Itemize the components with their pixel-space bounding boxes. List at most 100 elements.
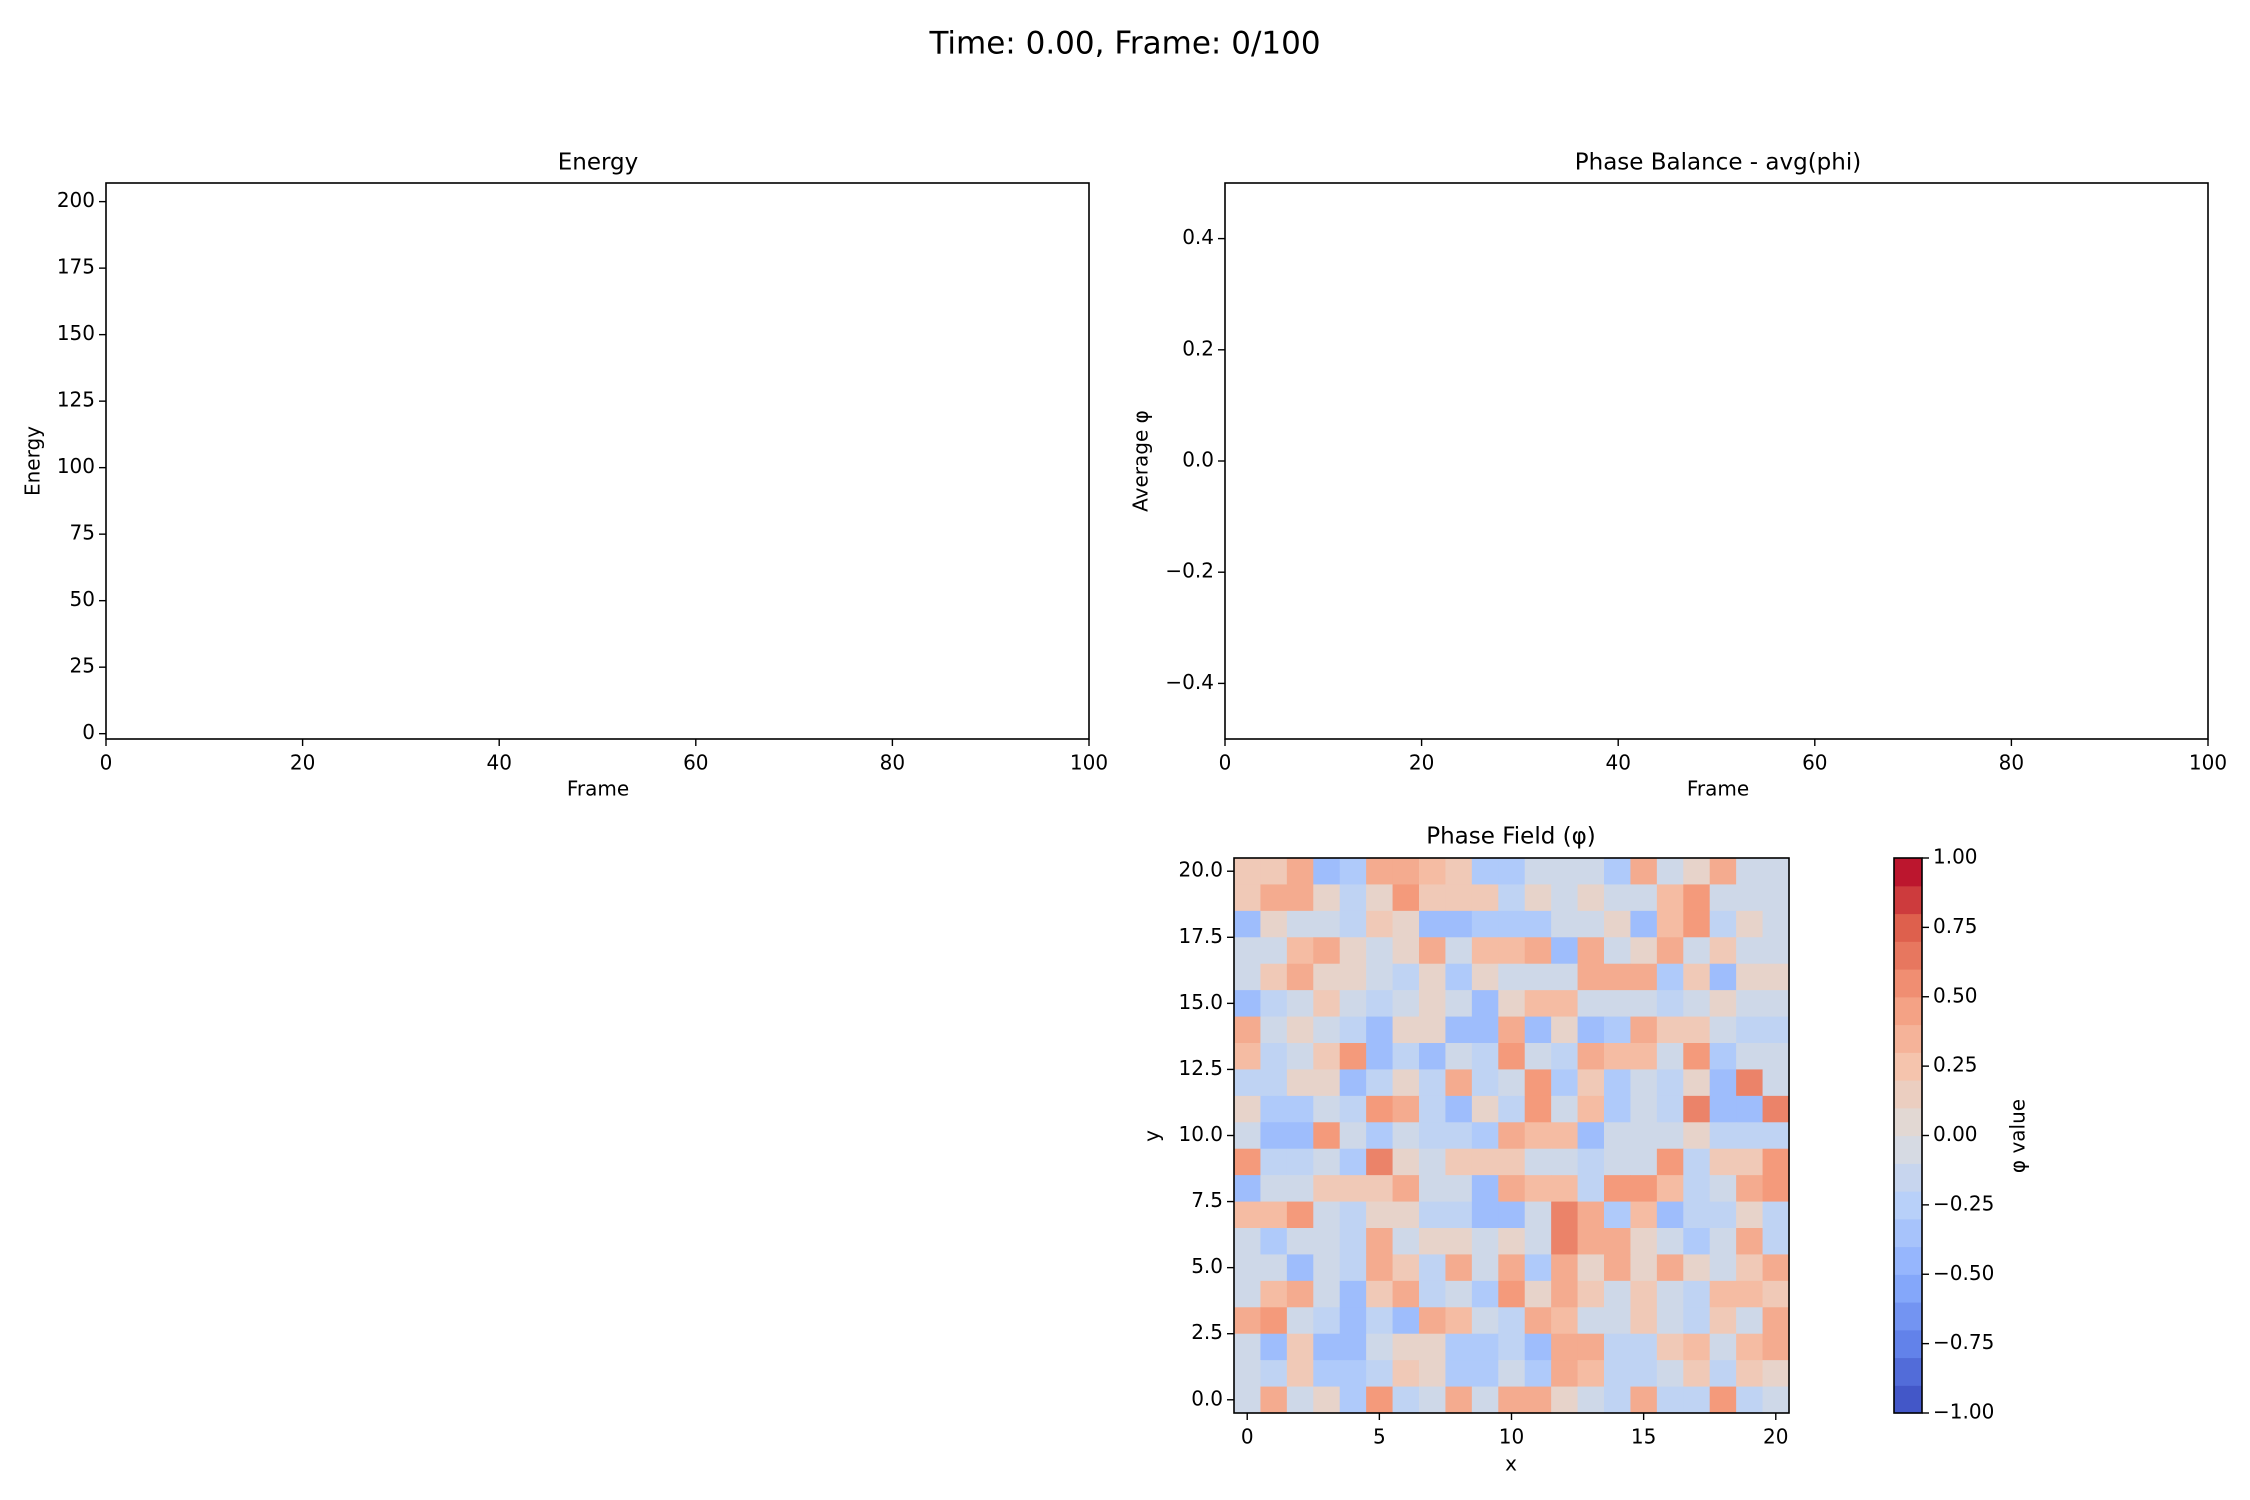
phase-field-cell [1339, 884, 1367, 912]
phase-field-cell [1604, 1201, 1632, 1229]
phase-field-cell [1630, 1148, 1658, 1176]
phase-field-cell [1709, 1386, 1737, 1414]
phase-field-cell [1313, 963, 1341, 991]
phase-field-cell [1577, 990, 1605, 1018]
phase-field-cell [1498, 1201, 1526, 1229]
phase-field-cell [1524, 1122, 1552, 1150]
phase-field-cell [1656, 1043, 1684, 1071]
phase-field-cell [1604, 1254, 1632, 1282]
phase-field-cell [1366, 1280, 1394, 1308]
phase-field-cell [1656, 1333, 1684, 1361]
phase-field-cell [1630, 884, 1658, 912]
phase-field-cell [1445, 910, 1473, 938]
phase-field-cell [1419, 1069, 1447, 1097]
energy-xtick-label: 40 [486, 751, 511, 775]
phase-field-cell [1234, 1148, 1262, 1176]
phase-field-cell [1709, 1201, 1737, 1229]
phase-field-cell [1683, 1148, 1711, 1176]
phase-field-cell [1524, 1254, 1552, 1282]
phase-field-cell [1630, 1043, 1658, 1071]
phase-field-cell [1604, 963, 1632, 991]
phase-field-cell [1656, 963, 1684, 991]
phase-field-cell [1366, 1254, 1394, 1282]
phase-field-cell [1392, 1333, 1420, 1361]
phase-field-cell [1630, 1254, 1658, 1282]
phase-field-cell [1551, 1175, 1579, 1203]
phase-field-cell [1736, 1043, 1764, 1071]
phase-field-cell [1313, 1148, 1341, 1176]
phase-balance-ylabel: Average φ [1129, 410, 1153, 512]
phase-field-xtick-label: 10 [1499, 1425, 1524, 1449]
colorbar-tick-label: 0.25 [1933, 1053, 1978, 1077]
phase-field-cell [1471, 1043, 1499, 1071]
phase-field-cell [1551, 1095, 1579, 1123]
phase-field-cell [1286, 1069, 1314, 1097]
phase-field-cell [1392, 884, 1420, 912]
phase-field-cell [1339, 1254, 1367, 1282]
phase-field-cell [1524, 963, 1552, 991]
phase-field-cell [1551, 1016, 1579, 1044]
phase-field-cell [1419, 858, 1447, 886]
phase-field-cell [1604, 1095, 1632, 1123]
phase-field-cell [1286, 1254, 1314, 1282]
phase-field-cell [1656, 884, 1684, 912]
phase-field-cell [1762, 1175, 1790, 1203]
phase-field-cell [1471, 1095, 1499, 1123]
phase-field-cell [1630, 910, 1658, 938]
phase-field-cell [1366, 963, 1394, 991]
phase-field-cell [1445, 1148, 1473, 1176]
phase-balance-yticks: −0.4 −0.2 0.0 0.2 0.4 [1165, 225, 1225, 694]
phase-field-cell [1366, 1175, 1394, 1203]
energy-ytick-label: 200 [57, 188, 95, 212]
phase-balance-title: Phase Balance - avg(phi) [1575, 150, 1861, 176]
phase-field-cell [1498, 884, 1526, 912]
phase-field-cell [1604, 1122, 1632, 1150]
phase-field-cell [1419, 937, 1447, 965]
phase-field-cell [1524, 1307, 1552, 1335]
phase-balance-xtick-label: 100 [2189, 751, 2227, 775]
energy-xtick-label: 60 [683, 751, 708, 775]
colorbar-band [1894, 1107, 1922, 1137]
phase-field-cell [1524, 1016, 1552, 1044]
colorbar-tick-label: 0.75 [1933, 914, 1978, 938]
phase-field-cell [1604, 1148, 1632, 1176]
phase-field-cell [1234, 963, 1262, 991]
phase-field-cell [1736, 910, 1764, 938]
phase-field-cell [1339, 1148, 1367, 1176]
phase-field-cell [1736, 858, 1764, 886]
phase-balance-xticks: 0 20 40 60 80 100 [1219, 739, 2227, 775]
phase-field-cell [1604, 1280, 1632, 1308]
phase-field-cell [1762, 990, 1790, 1018]
phase-field-cell [1630, 1122, 1658, 1150]
phase-field-cell [1445, 1254, 1473, 1282]
phase-field-cell [1577, 858, 1605, 886]
phase-field-cell [1419, 1386, 1447, 1414]
phase-field-cell [1656, 910, 1684, 938]
phase-field-cell [1339, 1201, 1367, 1229]
phase-field-cell [1339, 910, 1367, 938]
phase-field-cell [1762, 1016, 1790, 1044]
phase-field-cell [1419, 1095, 1447, 1123]
phase-field-cell [1683, 1360, 1711, 1388]
phase-field-cell [1260, 1280, 1288, 1308]
colorbar-tick-label: −0.25 [1933, 1191, 1994, 1215]
phase-field-cell [1260, 858, 1288, 886]
phase-field-cell [1498, 1228, 1526, 1256]
phase-field-cell [1683, 884, 1711, 912]
phase-field-cell [1709, 884, 1737, 912]
phase-field-cell [1683, 990, 1711, 1018]
colorbar-band [1894, 1385, 1922, 1414]
phase-field-cell [1498, 1333, 1526, 1361]
phase-field-cell [1736, 963, 1764, 991]
phase-field-cell [1392, 1095, 1420, 1123]
phase-balance-ytick-label: 0.4 [1182, 225, 1214, 249]
phase-field-cell [1524, 990, 1552, 1018]
phase-field-xticks: 0 5 10 15 20 [1241, 1413, 1789, 1449]
phase-field-cell [1445, 963, 1473, 991]
phase-field-cell [1392, 963, 1420, 991]
phase-field-cell [1260, 910, 1288, 938]
phase-field-cell [1683, 1201, 1711, 1229]
phase-field-cell [1419, 1254, 1447, 1282]
phase-field-cell [1736, 1122, 1764, 1150]
phase-field-cell [1736, 937, 1764, 965]
